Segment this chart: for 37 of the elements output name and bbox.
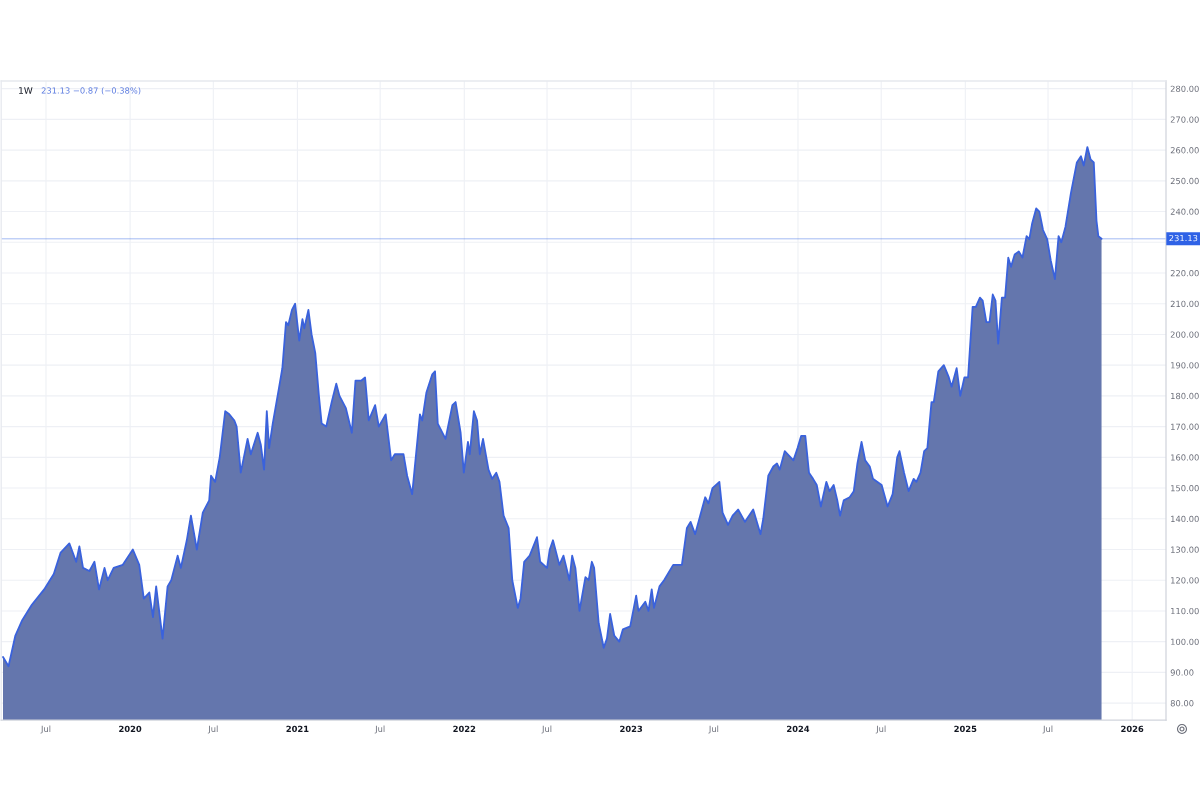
y-tick-label: 150.00 (1171, 485, 1199, 492)
y-tick-label: 260.00 (1170, 147, 1199, 154)
y-tick-label: 80.00 (1170, 700, 1194, 707)
y-tick-label: 90.00 (1170, 669, 1194, 676)
x-tick-label: 2024 (787, 725, 810, 733)
x-tick-label: 2021 (286, 725, 309, 733)
ref-line-label: 231.13 (1169, 234, 1198, 242)
y-tick-label: 190.00 (1171, 362, 1199, 369)
y-tick-label: 160.00 (1171, 454, 1199, 461)
x-tick-label: Jul (708, 725, 719, 734)
text: 1W (19, 87, 33, 94)
x-tick-label: Jul (1042, 725, 1053, 734)
y-tick-label: 120.00 (1171, 577, 1199, 584)
y-tick-label: 110.00 (1171, 607, 1199, 615)
y-tick-label: 130.00 (1171, 546, 1199, 553)
y-tick-label: 170.00 (1171, 423, 1199, 430)
y-tick-label: 210.00 (1170, 300, 1199, 308)
x-tick-label: 2023 (620, 725, 643, 733)
y-tick-label: 250.00 (1170, 177, 1199, 185)
x-tick-label: 2022 (453, 725, 476, 733)
x-tick-label: Jul (374, 725, 385, 734)
y-tick-label: 180.00 (1171, 392, 1199, 400)
y-tick-label: 220.00 (1170, 269, 1199, 277)
y-tick-label: 240.00 (1170, 208, 1199, 215)
y-tick-label: 280.00 (1170, 85, 1199, 92)
x-tick-label: 2026 (1121, 725, 1144, 733)
x-tick-label: Jul (207, 725, 218, 734)
x-tick-label: Jul (40, 725, 51, 734)
y-tick-label: 270.00 (1170, 116, 1199, 123)
x-tick-label: Jul (541, 725, 552, 734)
y-tick-label: 200.00 (1170, 331, 1199, 338)
x-tick-label: Jul (875, 725, 886, 734)
text: 231.13 −0.87 (−0.38%) (41, 87, 141, 95)
x-tick-label: 2020 (119, 725, 142, 733)
y-tick-label: 100.00 (1171, 638, 1199, 645)
y-tick-label: 140.00 (1171, 515, 1199, 523)
x-tick-label: 2025 (954, 725, 977, 733)
